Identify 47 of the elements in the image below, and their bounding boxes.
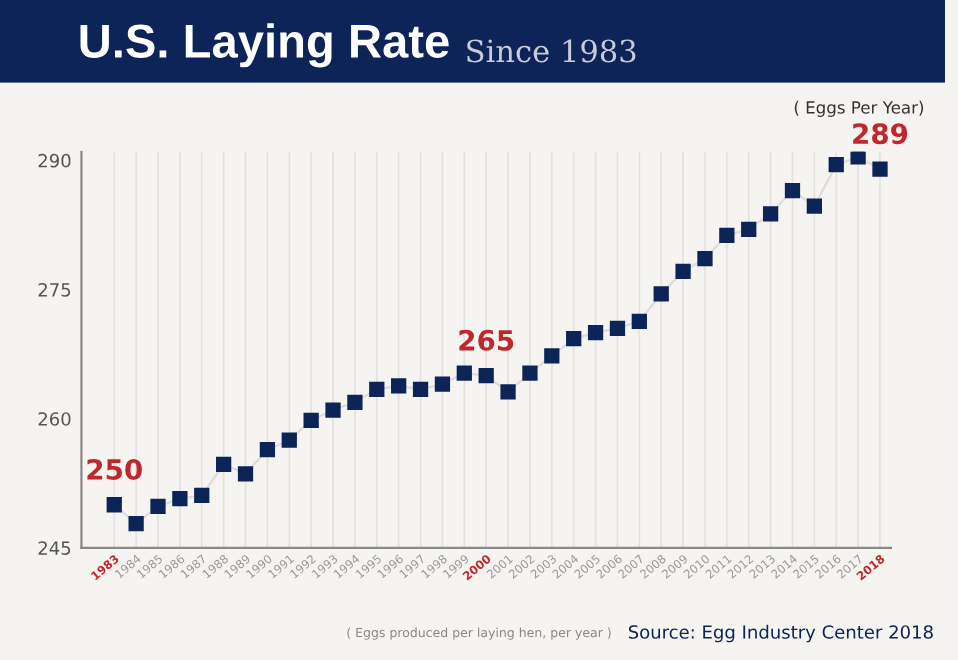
point	[828, 157, 844, 173]
point	[237, 466, 254, 482]
point	[741, 221, 757, 237]
chart-title: U.S. Laying Rate	[80, 23, 449, 68]
point	[872, 161, 888, 177]
point	[216, 456, 232, 472]
source-note: Source: Egg Industry Center 2018	[628, 624, 933, 643]
point	[806, 198, 822, 214]
point	[675, 263, 691, 280]
point	[522, 365, 538, 381]
point	[631, 313, 647, 330]
data-label: 250	[87, 458, 142, 480]
point	[500, 384, 516, 400]
point	[697, 250, 713, 267]
point	[719, 227, 735, 243]
point	[325, 402, 341, 418]
data-label: 265	[459, 329, 514, 351]
point	[566, 330, 582, 347]
point	[150, 498, 166, 515]
point	[303, 412, 319, 429]
point	[172, 491, 188, 507]
point	[106, 497, 122, 513]
point	[609, 320, 626, 336]
y-axis-title: ( Eggs Per Year)	[794, 100, 924, 117]
point	[587, 324, 604, 341]
point	[653, 286, 669, 302]
point	[194, 487, 210, 503]
point	[544, 348, 560, 364]
point	[347, 394, 363, 410]
point	[762, 206, 779, 222]
point	[434, 376, 451, 392]
point	[478, 367, 494, 384]
y-tick-label: 275	[38, 283, 71, 297]
data-label: 289	[853, 123, 908, 145]
point	[784, 182, 801, 199]
point	[281, 432, 297, 448]
point	[850, 151, 866, 165]
point	[412, 381, 429, 398]
point	[369, 381, 385, 398]
chart-subtitle: Since 1983	[467, 39, 636, 63]
point	[391, 378, 407, 394]
y-tick-label: 290	[38, 153, 71, 168]
point	[128, 516, 144, 532]
point	[456, 365, 472, 381]
point	[259, 442, 276, 458]
y-tick-label: 245	[38, 541, 71, 555]
y-tick-label: 260	[38, 412, 71, 426]
